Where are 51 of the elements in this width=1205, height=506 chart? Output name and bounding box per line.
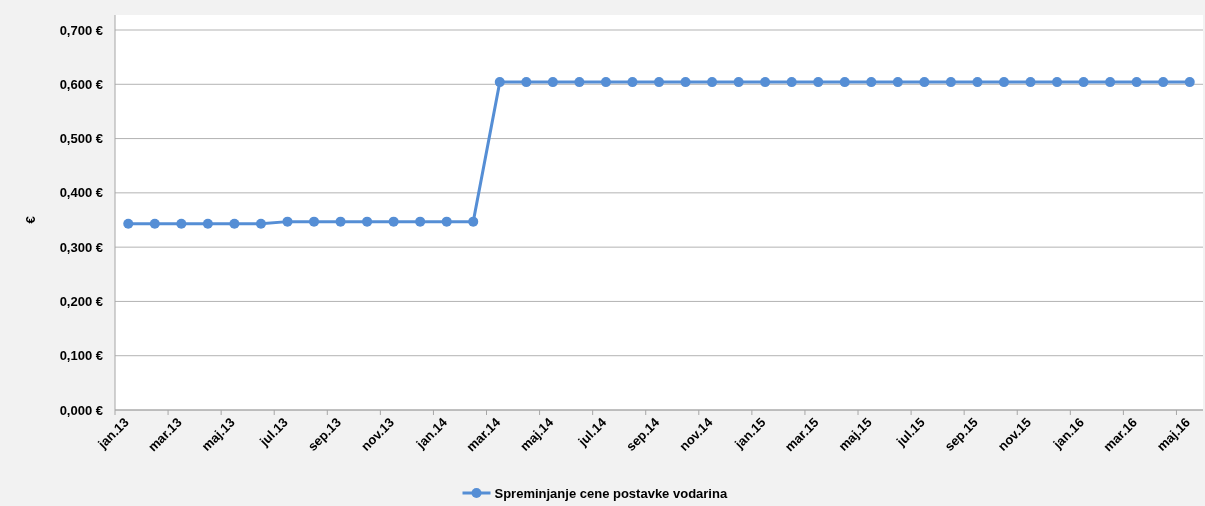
point [600,77,611,88]
point [415,216,426,227]
point [468,216,479,227]
point [494,77,505,88]
point [388,216,399,227]
y-tick-label: 0,100 € [59,348,103,364]
y-tick-label: 0,600 € [59,76,103,92]
point [335,216,346,227]
point [176,218,187,229]
point [654,77,664,88]
point [1025,77,1036,88]
point [680,77,691,88]
point [521,77,532,88]
point [547,77,558,88]
point [1158,77,1169,88]
point [229,218,240,229]
y-tick-label: 0,200 € [59,293,103,309]
y-tick-label: 0,300 € [59,239,103,255]
point [627,77,638,88]
y-tick-label: 0,000 € [59,402,103,418]
point [813,77,824,88]
point [149,218,160,229]
point [123,218,134,229]
point [255,218,266,229]
point [1052,77,1063,88]
legend-label: Spreminjanje cene postavke vodarina [494,485,728,501]
point [892,77,903,88]
point [202,218,213,229]
point [919,77,930,88]
point [839,77,850,88]
point [866,77,877,88]
point [1131,77,1142,88]
point [707,77,718,88]
point [282,216,293,227]
y-tick-label: 0,400 € [59,185,103,201]
y-axis-title: € [23,216,38,224]
point [733,77,744,88]
point [441,216,452,227]
point [1184,77,1195,88]
point [1078,77,1089,88]
point [309,216,320,227]
point [945,77,956,88]
point [1105,77,1116,88]
y-tick-label: 0,500 € [59,131,103,147]
point [998,77,1009,88]
point [574,77,585,88]
point [760,77,771,88]
point [362,216,373,227]
point [786,77,797,88]
y-tick-label: 0,700 € [59,22,103,38]
point [972,77,983,88]
